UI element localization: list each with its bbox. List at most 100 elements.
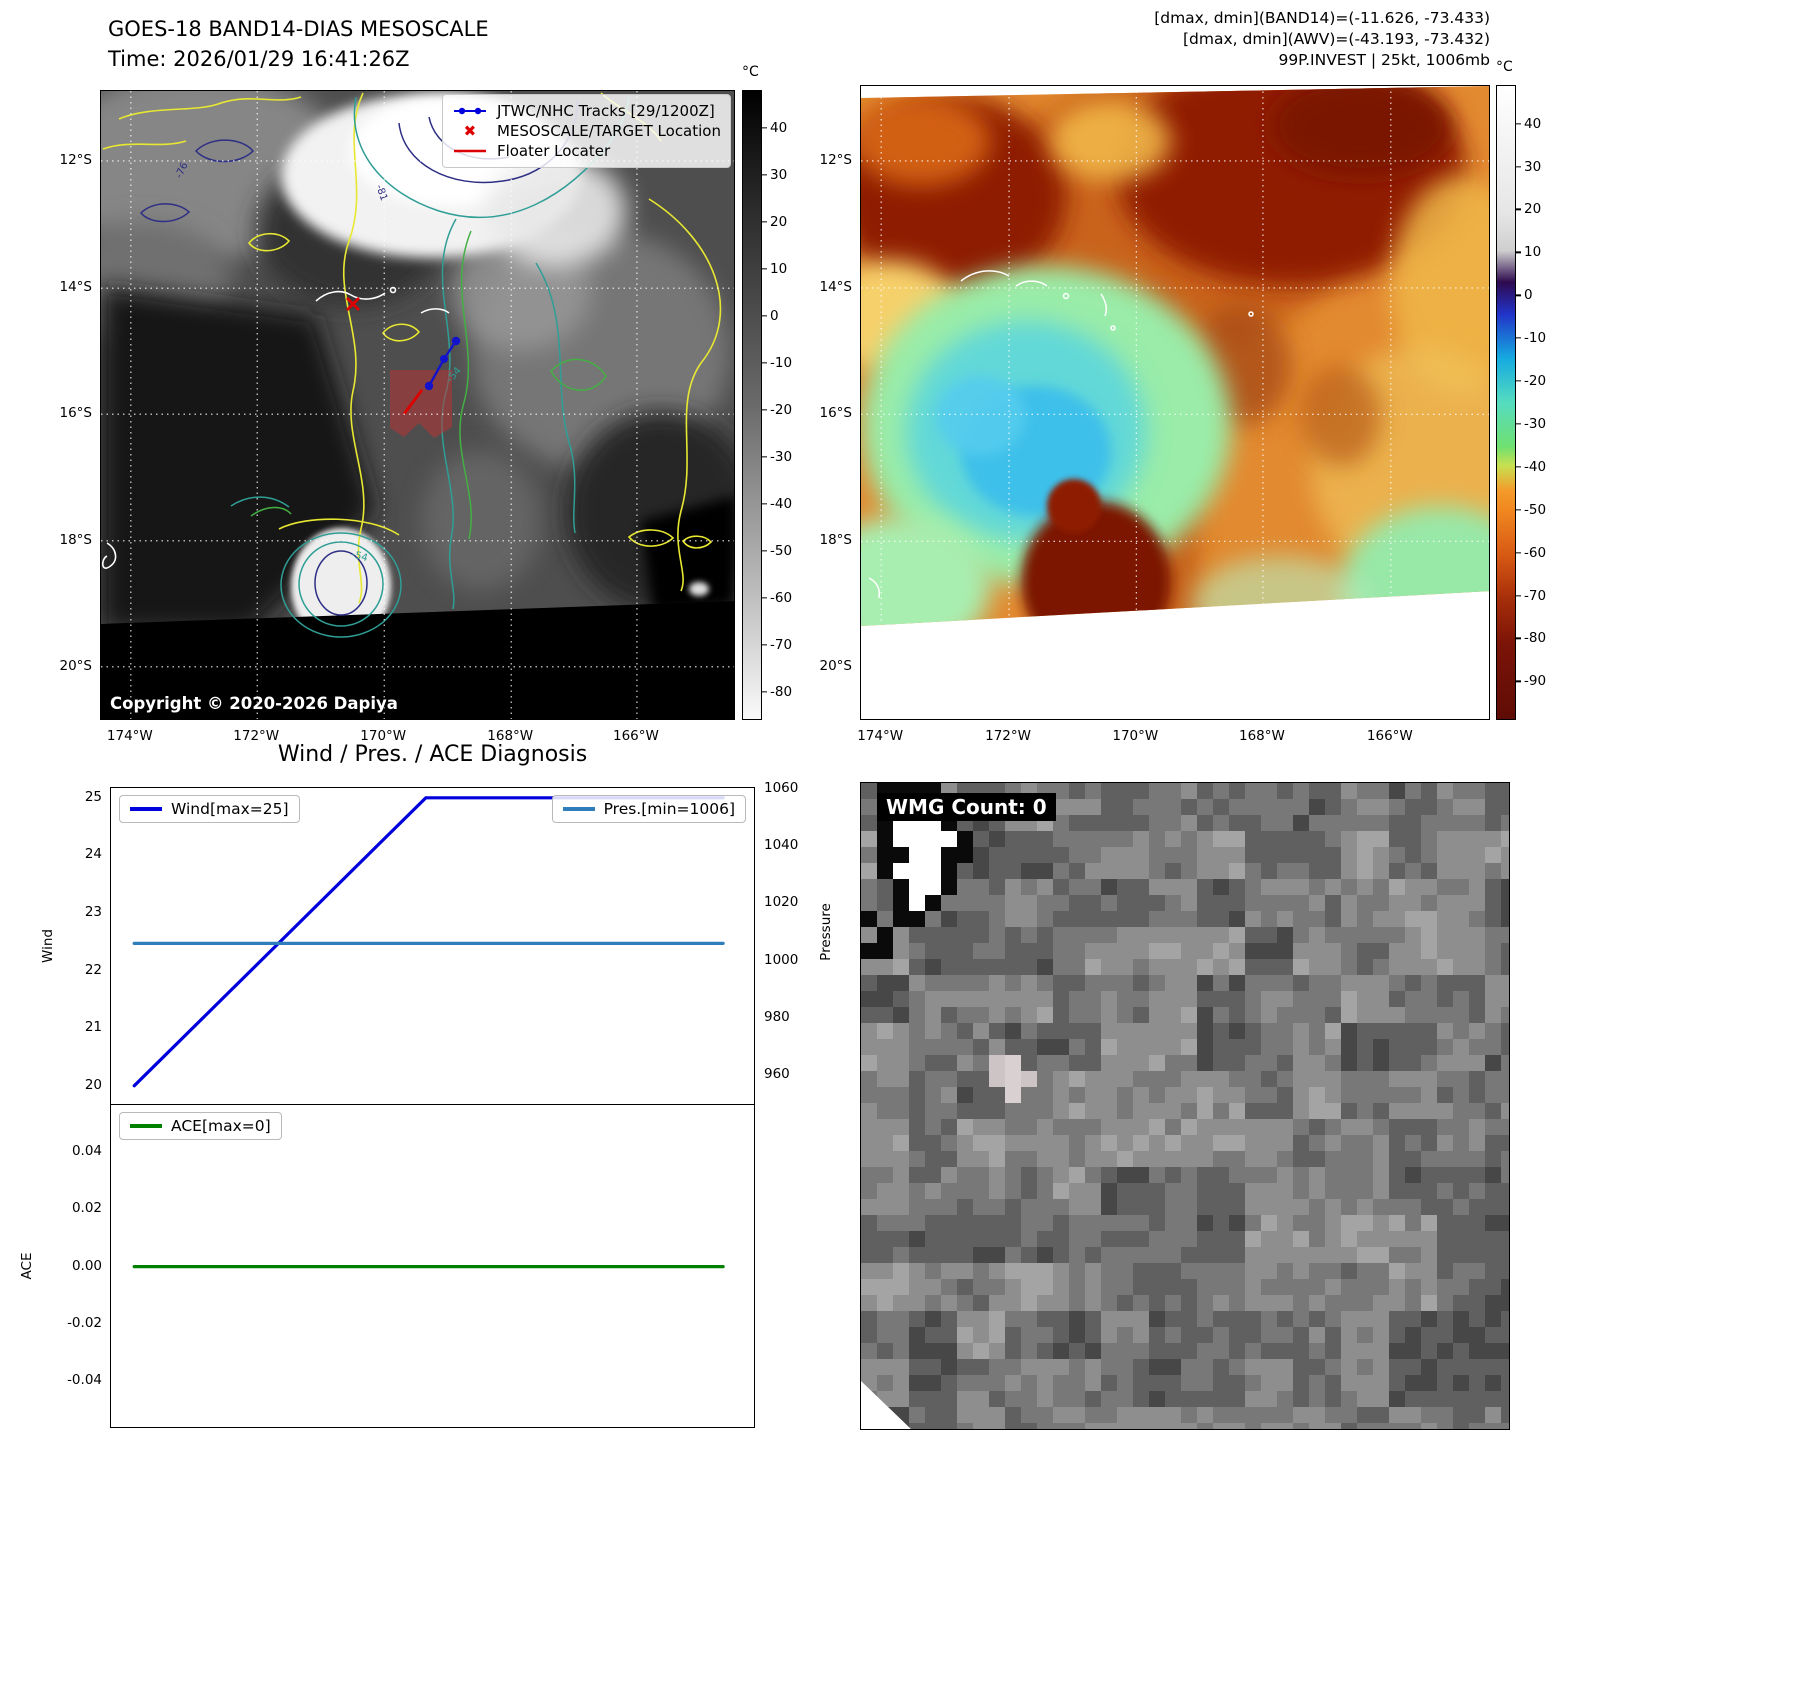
wmg-cell (1389, 1375, 1405, 1391)
wmg-cell (1389, 1199, 1405, 1215)
wmg-cell (1485, 1391, 1501, 1407)
wmg-cell (1213, 879, 1229, 895)
wmg-cell (1373, 1135, 1389, 1151)
wmg-cell (1469, 1151, 1485, 1167)
wmg-cell (1485, 1295, 1501, 1311)
wmg-cell (1261, 943, 1277, 959)
wmg-cell (909, 1407, 925, 1423)
chart2-plot-area (132, 1265, 725, 1269)
wmg-count-label: WMG Count: 0 (877, 793, 1056, 821)
wmg-cell (1165, 1055, 1181, 1071)
wmg-cell-black (861, 911, 877, 927)
wmg-cell (1277, 783, 1293, 799)
wmg-cell (1309, 1215, 1325, 1231)
wmg-cell (1453, 815, 1469, 831)
wmg-cell (1213, 1087, 1229, 1103)
wmg-cell (1293, 1231, 1309, 1247)
wmg-cell (1357, 847, 1373, 863)
wmg-cell (1325, 895, 1341, 911)
wmg-cell (1005, 1327, 1021, 1343)
wmg-cell (1165, 1247, 1181, 1263)
wmg-cell (1501, 1279, 1509, 1295)
wmg-cell (1053, 927, 1069, 943)
wmg-cell (1485, 799, 1501, 815)
wmg-cell (1037, 1119, 1053, 1135)
wmg-cell (1229, 959, 1245, 975)
wmg-cell (909, 1007, 925, 1023)
wmg-cell (1117, 1407, 1133, 1423)
wmg-cell (1485, 1423, 1501, 1429)
wmg-cell (1437, 831, 1453, 847)
wmg-cell (1357, 1407, 1373, 1423)
wmg-cell (1501, 1167, 1509, 1183)
wmg-cell (1261, 1247, 1277, 1263)
wmg-cell (1325, 879, 1341, 895)
band14-map-panel: -76 -81 -54 -54 JTWC/NHC Tracks [29/1200… (100, 90, 735, 720)
wmg-cell (909, 1167, 925, 1183)
wmg-cell (1117, 1183, 1133, 1199)
wmg-cell (1309, 1119, 1325, 1135)
band14-colorbar-tick-label: 30 (770, 166, 788, 183)
wmg-cell (1341, 1423, 1357, 1429)
wmg-cell (1389, 783, 1405, 799)
wmg-cell (861, 847, 877, 863)
wmg-cell (1261, 799, 1277, 815)
wmg-cell (1165, 1279, 1181, 1295)
wmg-cell (877, 1055, 893, 1071)
wmg-cell (909, 1327, 925, 1343)
wmg-cell (1309, 1295, 1325, 1311)
wmg-cell (1213, 1359, 1229, 1375)
wmg-cell (1389, 1343, 1405, 1359)
wmg-cell (1021, 1007, 1037, 1023)
wmg-cell (1229, 1055, 1245, 1071)
wmg-cell-white (941, 831, 957, 847)
wmg-cell (877, 1103, 893, 1119)
wmg-cell (1037, 1343, 1053, 1359)
wmg-cell (1213, 863, 1229, 879)
wmg-cell (1277, 1407, 1293, 1423)
wmg-cell (989, 1391, 1005, 1407)
wmg-cell (1245, 1247, 1261, 1263)
band14-lon-tick-label: 174°W (106, 728, 153, 744)
wmg-cell (1005, 959, 1021, 975)
wind-pres-chart: Wind[max=25] Pres.[min=1006] (110, 787, 755, 1105)
wmg-cell (1165, 895, 1181, 911)
wmg-cell (1133, 975, 1149, 991)
wmg-cell (957, 927, 973, 943)
wmg-cell (1005, 991, 1021, 1007)
wmg-cell (1341, 1135, 1357, 1151)
wmg-cell (1437, 1167, 1453, 1183)
wmg-cell (877, 1039, 893, 1055)
wmg-cell (1085, 1103, 1101, 1119)
wmg-cell (1133, 927, 1149, 943)
wmg-cell (909, 991, 925, 1007)
wmg-cell (1149, 879, 1165, 895)
wmg-cell (1293, 1215, 1309, 1231)
wmg-cell (1005, 1167, 1021, 1183)
band14-colorbar-tickmark (762, 644, 767, 646)
wmg-cell (973, 991, 989, 1007)
wmg-cell (1421, 1039, 1437, 1055)
wmg-cell (1069, 1327, 1085, 1343)
wmg-cell (1021, 1231, 1037, 1247)
wmg-cell (893, 1247, 909, 1263)
wmg-cell (861, 1247, 877, 1263)
wmg-cell (1469, 879, 1485, 895)
wmg-cell (1485, 1119, 1501, 1135)
wmg-cell (957, 1359, 973, 1375)
awv-lon-tick-label: 170°W (1112, 728, 1159, 744)
wmg-cell (941, 1151, 957, 1167)
wmg-cell (925, 1343, 941, 1359)
wmg-cell (1309, 1183, 1325, 1199)
wmg-cell (1197, 1263, 1213, 1279)
wmg-cell (1277, 1039, 1293, 1055)
wmg-cell (1325, 1023, 1341, 1039)
wmg-cell (877, 1199, 893, 1215)
wmg-cell (1021, 1167, 1037, 1183)
wmg-cell (1101, 783, 1117, 799)
wmg-cell (1293, 943, 1309, 959)
wmg-cell (1373, 1311, 1389, 1327)
wmg-cell (1325, 1263, 1341, 1279)
ace-legend: ACE[max=0] (119, 1112, 282, 1140)
wmg-cell (989, 847, 1005, 863)
